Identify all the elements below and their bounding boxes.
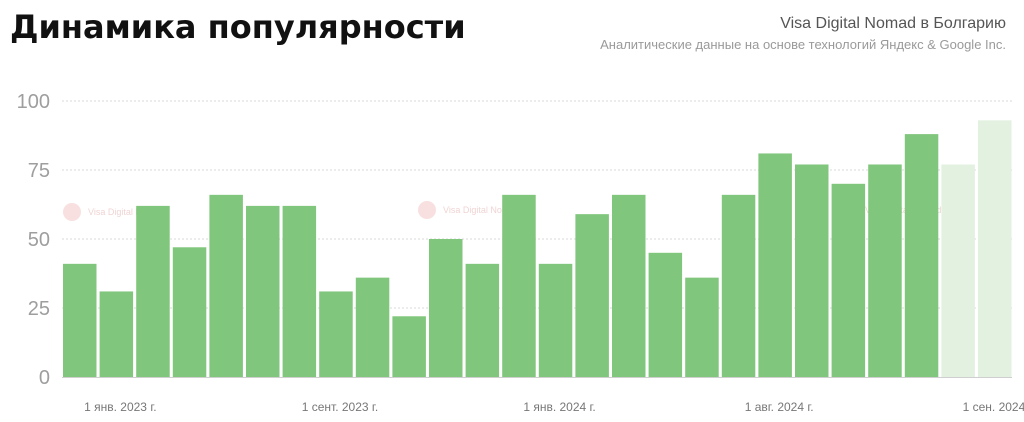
- bar: [99, 291, 134, 377]
- watermark-text: Visa Digital Nomad: [88, 207, 164, 217]
- bar: [648, 252, 683, 377]
- bar: [538, 263, 573, 377]
- y-tick-label: 0: [39, 367, 50, 389]
- bar: [246, 205, 280, 377]
- bar: [319, 291, 353, 377]
- bar: [941, 164, 975, 377]
- bar: [502, 194, 536, 377]
- chart-subtitle: Аналитические данные на основе технологи…: [600, 37, 1006, 52]
- bar: [685, 277, 719, 377]
- bar: [904, 134, 939, 377]
- watermark-logo: Visa Digital Nomad: [418, 201, 519, 219]
- y-tick-label: 100: [17, 91, 50, 113]
- bar: [392, 316, 426, 377]
- bar: [831, 183, 866, 377]
- y-tick-label: 50: [28, 229, 50, 251]
- bar: [172, 247, 207, 377]
- bar: [63, 263, 97, 377]
- chart-title: Динамика популярности: [10, 8, 466, 46]
- bar: [465, 263, 500, 377]
- watermark-logo: Visa Digital Nomad: [63, 203, 164, 221]
- x-tick-label: 1 сент. 2023 г.: [302, 400, 378, 414]
- brand-label: Visa Digital Nomad в Болгарию: [780, 15, 1006, 32]
- bar: [721, 194, 756, 377]
- bars: [63, 120, 1012, 377]
- bar: [429, 239, 463, 377]
- bar: [868, 164, 902, 377]
- bar: [355, 277, 390, 377]
- watermark-text: Visa Digital Nomad: [865, 205, 941, 215]
- x-tick-label: 1 сен. 2024 г.: [963, 400, 1024, 414]
- x-tick-label: 1 янв. 2023 г.: [84, 400, 156, 414]
- bar: [575, 214, 609, 377]
- bar: [209, 194, 243, 377]
- x-tick-label: 1 авг. 2024 г.: [745, 400, 814, 414]
- bar: [758, 153, 792, 377]
- bar: [282, 205, 317, 377]
- watermark-icon: [63, 203, 81, 221]
- bar: [795, 164, 829, 377]
- bar: [136, 205, 170, 377]
- x-tick-label: 1 янв. 2024 г.: [523, 400, 595, 414]
- y-tick-label: 25: [28, 298, 50, 320]
- y-tick-label: 75: [28, 160, 50, 182]
- axes: 0 25 50 75 100 1 янв. 2023 г. 1 сент. 2023 г. 1…: [17, 91, 1024, 414]
- watermark-icon: [418, 201, 436, 219]
- watermark-text: Visa Digital Nomad: [443, 205, 519, 215]
- bar: [612, 194, 646, 377]
- bar: [978, 120, 1012, 377]
